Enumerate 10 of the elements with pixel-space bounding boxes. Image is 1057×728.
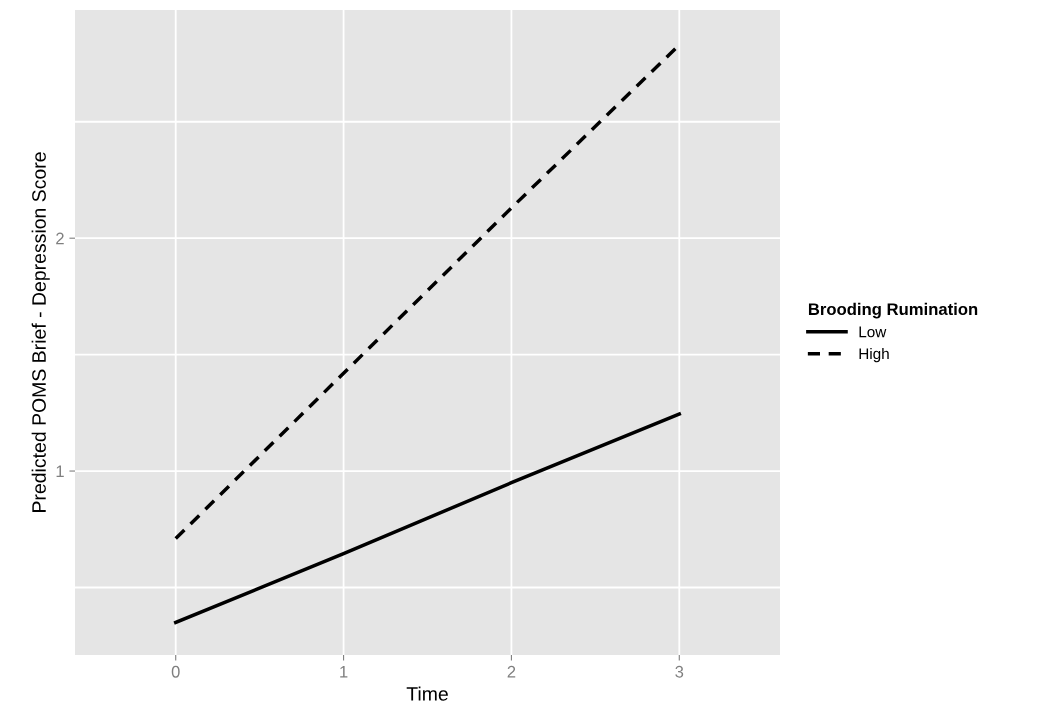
legend-label: Low — [859, 326, 887, 338]
x-axis-title: Time — [406, 686, 448, 701]
y-axis-title: Predicted POMS Brief - Depression Score — [31, 152, 50, 512]
x-tick-label: 1 — [340, 666, 348, 678]
x-tick-label: 0 — [171, 665, 180, 678]
legend-title: Brooding Rumination — [808, 302, 978, 319]
x-tick-label: 2 — [507, 665, 516, 678]
line-series — [173, 412, 682, 625]
x-tick-label: 3 — [675, 665, 684, 678]
legend-label: High — [859, 347, 889, 363]
